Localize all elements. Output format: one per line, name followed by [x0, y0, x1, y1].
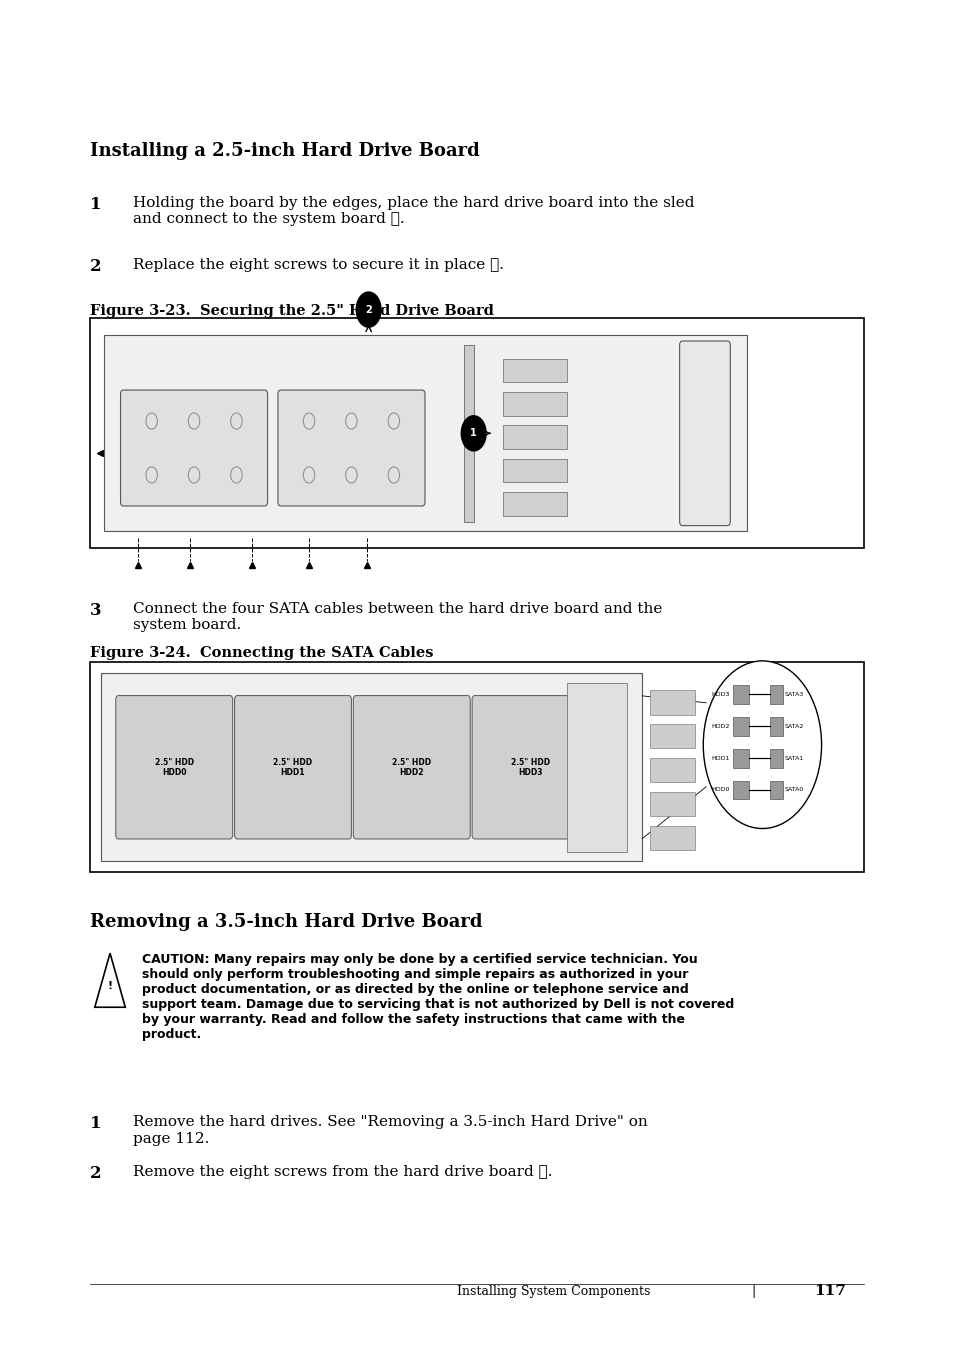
FancyBboxPatch shape: [472, 695, 588, 840]
FancyBboxPatch shape: [120, 389, 267, 506]
FancyBboxPatch shape: [732, 717, 749, 735]
FancyBboxPatch shape: [769, 685, 781, 704]
FancyBboxPatch shape: [234, 695, 351, 840]
FancyBboxPatch shape: [463, 345, 474, 522]
Text: 2.5" HDD
HDD2: 2.5" HDD HDD2: [392, 757, 431, 777]
Text: Installing System Components: Installing System Components: [456, 1284, 649, 1298]
Text: Holding the board by the edges, place the hard drive board into the sled
and con: Holding the board by the edges, place th…: [132, 196, 694, 226]
FancyBboxPatch shape: [104, 335, 746, 531]
Text: !: !: [108, 980, 112, 991]
Circle shape: [355, 292, 380, 327]
Text: 117: 117: [813, 1284, 845, 1298]
FancyBboxPatch shape: [502, 358, 566, 383]
FancyBboxPatch shape: [115, 695, 233, 840]
Text: 2: 2: [90, 1165, 102, 1183]
FancyBboxPatch shape: [502, 426, 566, 449]
Text: 1: 1: [90, 196, 101, 214]
FancyBboxPatch shape: [502, 392, 566, 415]
FancyBboxPatch shape: [277, 389, 424, 506]
Text: SATA1: SATA1: [783, 756, 802, 761]
FancyBboxPatch shape: [732, 749, 749, 768]
FancyBboxPatch shape: [566, 683, 626, 852]
FancyBboxPatch shape: [769, 717, 781, 735]
Text: 1: 1: [90, 1115, 101, 1133]
Text: 1: 1: [470, 429, 476, 438]
FancyBboxPatch shape: [649, 792, 694, 817]
Text: Remove the hard drives. See "Removing a 3.5-inch Hard Drive" on
page 112.: Remove the hard drives. See "Removing a …: [132, 1115, 647, 1145]
Text: Remove the eight screws from the hard drive board ❶.: Remove the eight screws from the hard dr…: [132, 1165, 552, 1179]
Text: CAUTION: Many repairs may only be done by a certified service technician. You
sh: CAUTION: Many repairs may only be done b…: [142, 953, 734, 1041]
FancyBboxPatch shape: [649, 758, 694, 783]
FancyBboxPatch shape: [502, 458, 566, 483]
Text: HDD0: HDD0: [711, 787, 729, 792]
FancyBboxPatch shape: [769, 780, 781, 799]
Text: Replace the eight screws to secure it in place ❷.: Replace the eight screws to secure it in…: [132, 258, 503, 272]
FancyBboxPatch shape: [101, 673, 641, 861]
FancyBboxPatch shape: [732, 685, 749, 704]
Text: SATA2: SATA2: [783, 723, 802, 729]
Text: HDD1: HDD1: [711, 756, 729, 761]
Text: HDD2: HDD2: [711, 723, 729, 729]
Circle shape: [702, 661, 821, 829]
Text: |: |: [751, 1284, 755, 1298]
FancyBboxPatch shape: [353, 695, 470, 840]
Text: Connect the four SATA cables between the hard drive board and the
system board.: Connect the four SATA cables between the…: [132, 602, 661, 631]
FancyBboxPatch shape: [649, 826, 694, 850]
FancyBboxPatch shape: [769, 749, 781, 768]
Text: 2: 2: [365, 304, 372, 315]
Text: 2.5" HDD
HDD3: 2.5" HDD HDD3: [511, 757, 550, 777]
Text: Figure 3-24.: Figure 3-24.: [90, 646, 191, 660]
Text: Connecting the SATA Cables: Connecting the SATA Cables: [199, 646, 433, 660]
Text: 2.5" HDD
HDD0: 2.5" HDD HDD0: [154, 757, 193, 777]
Text: Figure 3-23.: Figure 3-23.: [90, 304, 191, 318]
Circle shape: [461, 415, 486, 452]
FancyBboxPatch shape: [649, 691, 694, 715]
Text: 2.5" HDD
HDD1: 2.5" HDD HDD1: [274, 757, 313, 777]
FancyBboxPatch shape: [90, 662, 863, 872]
FancyBboxPatch shape: [502, 492, 566, 515]
Text: SATA3: SATA3: [783, 692, 802, 696]
Text: Securing the 2.5" Hard Drive Board: Securing the 2.5" Hard Drive Board: [199, 304, 493, 318]
FancyBboxPatch shape: [649, 725, 694, 749]
Text: Removing a 3.5-inch Hard Drive Board: Removing a 3.5-inch Hard Drive Board: [90, 913, 482, 930]
FancyBboxPatch shape: [679, 341, 730, 526]
Text: HDD3: HDD3: [711, 692, 729, 696]
Text: SATA0: SATA0: [783, 787, 802, 792]
FancyBboxPatch shape: [90, 318, 863, 548]
Text: Installing a 2.5-inch Hard Drive Board: Installing a 2.5-inch Hard Drive Board: [90, 142, 479, 160]
FancyBboxPatch shape: [732, 780, 749, 799]
Text: 3: 3: [90, 602, 102, 619]
Text: 2: 2: [90, 258, 102, 276]
